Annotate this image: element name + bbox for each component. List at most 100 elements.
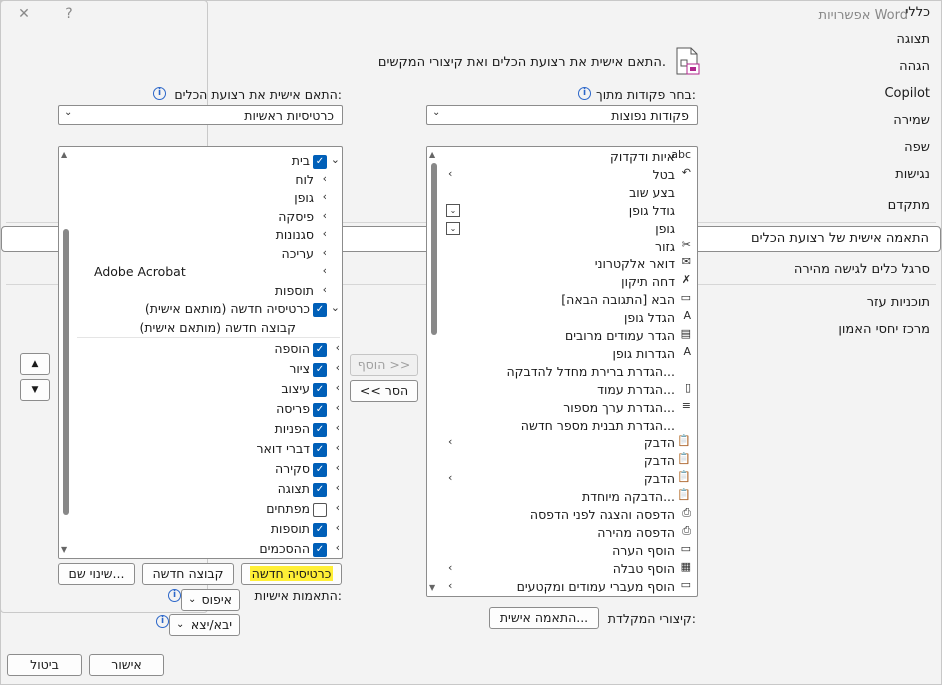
scroll-thumb[interactable] [431,163,437,335]
ok-button[interactable]: אישור [89,654,164,676]
info-icon[interactable]: i [578,87,591,100]
tab-checkbox[interactable]: ✓ [313,343,327,357]
remove-button[interactable]: << הסר [350,380,418,402]
sidebar-item-save[interactable]: שמירה [893,113,930,128]
chevron-left-icon[interactable]: ‹ [335,401,340,414]
command-item[interactable]: ▭ הוסף הערה [443,542,693,560]
ribbon-tree-item[interactable]: ‹ גופן [75,189,340,207]
chevron-left-icon[interactable]: ‹ [322,227,327,240]
command-item[interactable]: ▭ הוסף מעברי עמודים ומקטעים ‹ [443,578,693,596]
sidebar-item-proofing[interactable]: הגהה [899,59,930,74]
rename-button[interactable]: שינוי שם... [58,563,135,585]
tab-checkbox[interactable]: ✓ [313,383,327,397]
tab-checkbox[interactable]: ✓ [313,523,327,537]
ribbon-tree-item[interactable]: ‹ ✓ תצוגה [75,480,340,498]
tab-checkbox[interactable]: ✓ [313,403,327,417]
chevron-left-icon[interactable]: ‹ [322,282,327,296]
move-down-button[interactable]: ▼ [20,379,50,401]
chevron-left-icon[interactable]: ‹ [335,341,340,354]
tab-checkbox[interactable]: ✓ [313,155,327,169]
command-item[interactable]: 📋 הדבקה מיוחדת... [443,488,693,506]
sidebar-item-accessibility[interactable]: נגישות [895,167,930,182]
tab-checkbox[interactable]: ✓ [313,423,327,437]
scroll-up-icon[interactable]: ▲ [61,150,68,159]
command-item[interactable]: ▦ הוסף טבלה ‹ [443,560,693,578]
chevron-left-icon[interactable]: ‹ [335,501,340,514]
ribbon-tree-item[interactable]: ‹ ✓ תוספות [75,520,340,538]
command-item[interactable]: ↶ בטל ‹ [443,166,693,184]
ribbon-tree-item[interactable]: ‹ ✓ הוספה [75,340,340,358]
ribbon-tree-item[interactable]: ⌄ ✓ כרטיסיה חדשה (מותאם אישית) [75,300,340,318]
ribbon-tabs-dropdown[interactable]: ⌄ כרטיסיות ראשיות [58,105,343,125]
command-item[interactable]: ✉ דואר אלקטרוני [443,255,693,273]
sidebar-item-copilot[interactable]: Copilot [884,86,930,101]
command-item[interactable]: 📋 הדבק ‹ [443,470,693,488]
chevron-down-icon[interactable]: ⌄ [330,153,340,166]
move-up-button[interactable]: ▲ [20,353,50,375]
command-item[interactable]: ▯ הגדרת עמוד... [443,381,693,399]
command-item[interactable]: הגדרת ברירת מחדל להדבקה... [443,363,693,381]
chevron-left-icon[interactable]: ‹ [322,264,327,277]
sidebar-item-general[interactable]: כללי [905,5,930,20]
chevron-down-icon[interactable]: ⌄ [330,301,340,314]
cancel-button[interactable]: ביטול [7,654,82,676]
command-item[interactable]: בצע שוב [443,184,693,202]
ribbon-tree-item[interactable]: ‹ מפתחים [75,500,340,518]
sidebar-item-language[interactable]: שפה [904,140,930,155]
command-item[interactable]: A הגדל גופן [443,309,693,327]
scroll-down-icon[interactable]: ▼ [61,545,68,554]
ribbon-tree-item[interactable]: ‹ פיסקה [75,208,340,226]
reset-dropdown[interactable]: ⌄ איפוס [181,589,240,611]
new-tab-button[interactable]: כרטיסיה חדשה [241,563,342,585]
command-item[interactable]: ≡ הגדרת ערך מספור... [443,399,693,417]
ribbon-tree-item[interactable]: ⌄ ✓ בית [75,152,340,170]
scroll-up-icon[interactable]: ▲ [429,150,436,159]
chevron-left-icon[interactable]: ‹ [335,521,340,534]
ribbon-tree-item[interactable]: ‹ ✓ ההסכמים [75,540,340,558]
command-item[interactable]: A הגדרות גופן [443,345,693,363]
add-button[interactable]: הוסף >> [350,354,418,376]
ribbon-tree[interactable]: ▲ ▼ ⌄ ✓ בית ‹ לוח ‹ גופן ‹ פיסקה ‹ סגנונות ‹ עריכה ‹ A… [58,146,343,559]
command-item[interactable]: ✂ גזור [443,238,693,256]
chevron-left-icon[interactable]: ‹ [322,171,327,185]
commands-list[interactable]: ▲ ▼ abc איות ודקדוק ↶ בטל ‹ בצע שוב גודל גופן ⌄… [426,146,698,597]
command-item[interactable]: 📋 הדבק [443,452,693,470]
ribbon-tree-item[interactable]: ‹ ✓ פריסה [75,400,340,418]
tab-checkbox[interactable]: ✓ [313,363,327,377]
sidebar-item-advanced[interactable]: מתקדם [887,198,930,213]
scroll-thumb[interactable] [63,229,69,515]
chevron-left-icon[interactable]: ‹ [335,361,340,374]
sidebar-item-addins[interactable]: תוכניות עזר [866,295,930,310]
ribbon-tree-item[interactable]: ‹ ✓ ציור [75,360,340,378]
chevron-left-icon[interactable]: ‹ [335,461,340,474]
tab-checkbox[interactable] [313,503,327,517]
command-item[interactable]: 📋 הדבק ‹ [443,434,693,452]
scroll-down-icon[interactable]: ▼ [429,583,436,592]
chevron-left-icon[interactable]: ‹ [322,190,327,203]
ribbon-tree-item[interactable]: ‹ עריכה [75,245,340,263]
ribbon-tree-item[interactable]: ‹ ✓ סקירה [75,460,340,478]
close-icon[interactable]: ✕ [18,6,30,22]
command-item[interactable]: ▭ הבא [התגובה הבאה] [443,291,693,309]
sidebar-item-trust-center[interactable]: מרכז יחסי האמון [838,322,930,337]
tab-checkbox[interactable]: ✓ [313,483,327,497]
ribbon-tree-item[interactable]: קבוצה חדשה (מותאם אישית) [77,318,340,338]
choose-commands-dropdown[interactable]: ⌄ פקודות נפוצות [426,105,698,125]
command-item[interactable]: ▤ הגדר עמודים מרובים [443,327,693,345]
command-item[interactable]: ⎙ הדפסה מהירה [443,524,693,542]
sidebar-item-quick-access[interactable]: סרגל כלים לגישה מהירה [793,262,930,277]
ribbon-tree-item[interactable]: ‹ ✓ עיצוב [75,380,340,398]
command-item[interactable]: הגדרת תבנית מספר חדשה... [443,417,693,435]
chevron-left-icon[interactable]: ‹ [335,541,340,554]
keyboard-customize-button[interactable]: התאמה אישית... [489,607,599,629]
new-group-button[interactable]: קבוצה חדשה [142,563,234,585]
chevron-left-icon[interactable]: ‹ [335,441,340,454]
tab-checkbox[interactable]: ✓ [313,443,327,457]
ribbon-tree-item[interactable]: ‹ Adobe Acrobat [75,263,340,281]
ribbon-tree-item[interactable]: ‹ ✓ דברי דואר [75,440,340,458]
tab-checkbox[interactable]: ✓ [313,303,327,317]
command-item[interactable]: abc איות ודקדוק [443,148,693,166]
chevron-left-icon[interactable]: ‹ [335,421,340,434]
tab-checkbox[interactable]: ✓ [313,543,327,557]
command-item[interactable]: ⎙ הדפסה והצגה לפני הדפסה [443,506,693,524]
